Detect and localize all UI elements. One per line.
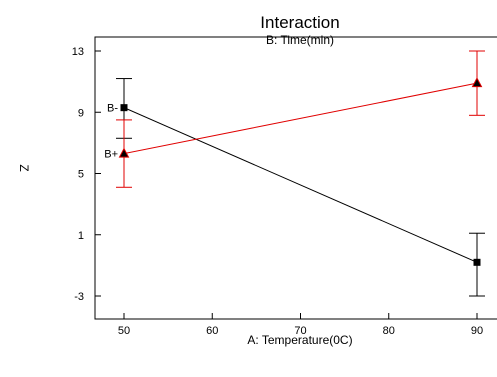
series-line bbox=[123, 107, 478, 263]
plot-frame bbox=[94, 36, 497, 320]
x-tick-label: 80 bbox=[383, 325, 395, 337]
x-tick-label: 70 bbox=[294, 325, 306, 337]
y-tick-label: -3 bbox=[74, 291, 84, 303]
series-B-: B- bbox=[107, 78, 485, 297]
y-tick-label: 9 bbox=[78, 107, 84, 119]
chart-subtitle: B: Time(min) bbox=[266, 33, 334, 47]
y-tick-label: 1 bbox=[78, 230, 84, 242]
axis-ticks: 50 60 70 80 90 -3 1 5 9 13 bbox=[72, 46, 483, 337]
chart-title: Interaction bbox=[260, 13, 339, 32]
y-axis-label: Z bbox=[17, 164, 31, 171]
series-group: B- B+ bbox=[104, 50, 485, 297]
x-tick-label: 90 bbox=[471, 325, 483, 337]
series-label: B- bbox=[107, 103, 118, 115]
x-tick-label: 60 bbox=[206, 325, 218, 337]
data-point-triangle bbox=[118, 147, 130, 158]
x-tick-label: 50 bbox=[118, 325, 130, 337]
y-tick-label: 5 bbox=[78, 169, 84, 181]
series-label: B+ bbox=[104, 149, 118, 161]
data-point-square bbox=[120, 104, 128, 112]
data-point-triangle bbox=[471, 77, 483, 88]
x-axis-label: A: Temperature(0C) bbox=[247, 333, 352, 347]
y-tick-label: 13 bbox=[72, 46, 84, 58]
series-line bbox=[123, 82, 478, 155]
series-B+: B+ bbox=[104, 50, 485, 188]
data-point-square bbox=[473, 258, 481, 266]
